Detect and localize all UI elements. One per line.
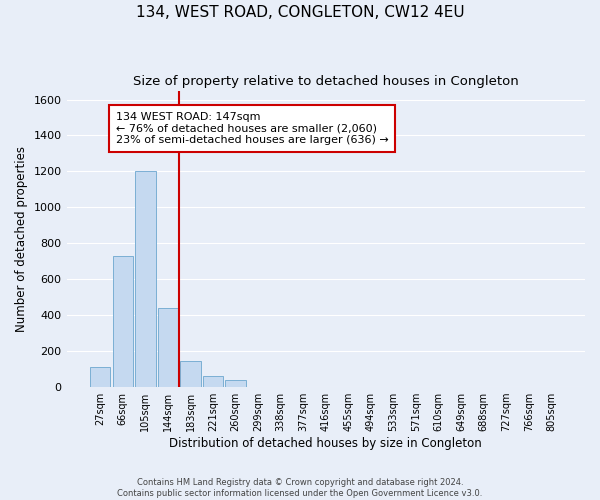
Bar [226,380,246,387]
Bar [135,172,155,387]
Bar [181,361,200,387]
Text: 134, WEST ROAD, CONGLETON, CW12 4EU: 134, WEST ROAD, CONGLETON, CW12 4EU [136,5,464,20]
Y-axis label: Number of detached properties: Number of detached properties [15,146,28,332]
Text: 134 WEST ROAD: 147sqm
← 76% of detached houses are smaller (2,060)
23% of semi-d: 134 WEST ROAD: 147sqm ← 76% of detached … [116,112,389,146]
Bar [113,256,133,387]
X-axis label: Distribution of detached houses by size in Congleton: Distribution of detached houses by size … [169,437,482,450]
Bar [90,368,110,387]
Bar [158,308,178,387]
Text: Contains HM Land Registry data © Crown copyright and database right 2024.
Contai: Contains HM Land Registry data © Crown c… [118,478,482,498]
Title: Size of property relative to detached houses in Congleton: Size of property relative to detached ho… [133,75,518,88]
Bar [203,376,223,387]
